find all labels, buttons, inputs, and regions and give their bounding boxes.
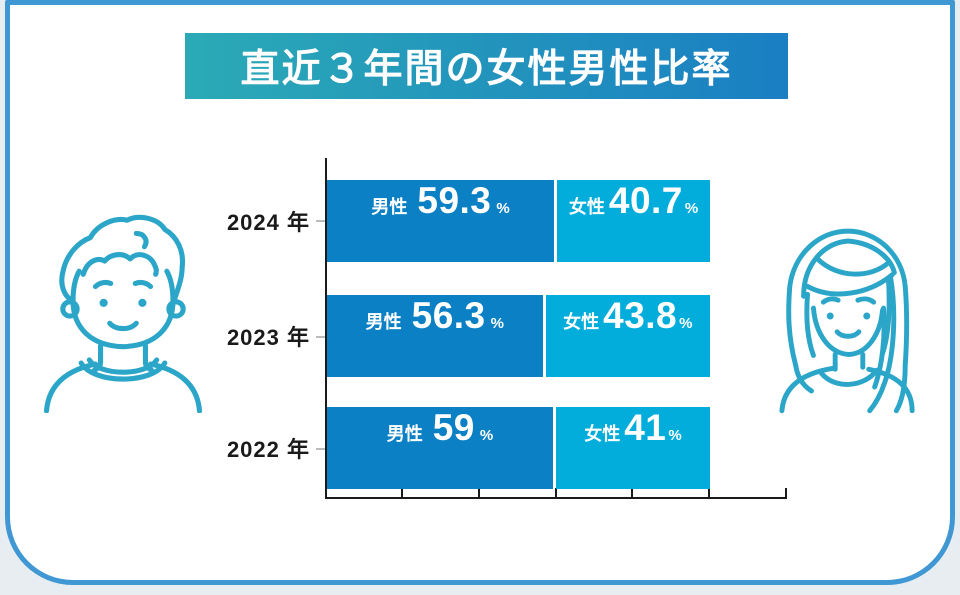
stacked-bar: 男性 59 % 女性 41 % (327, 407, 710, 489)
x-axis-tick (555, 488, 557, 497)
stacked-bar: 男性 56.3 % 女性 43.8 % (327, 295, 710, 377)
male-value: 59.3 (417, 180, 492, 221)
female-series-label: 女性 (568, 197, 605, 217)
female-bar-segment: 女性 41 % (555, 407, 710, 489)
male-series-label: 男性 (365, 312, 402, 332)
x-axis-tick (708, 488, 710, 497)
female-bar-segment: 女性 43.8 % (545, 295, 710, 377)
stacked-bar: 男性 59.3 % 女性 40.7 % (327, 180, 710, 262)
bar-row-2022: 2022 年 男性 59 % 女性 41 % (227, 407, 710, 489)
female-series-label: 女性 (584, 424, 621, 444)
percent-unit: % (668, 427, 682, 444)
y-axis-tick (316, 220, 325, 222)
infographic-card: 直近３年間の女性男性比率 (5, 0, 955, 585)
male-series-label: 男性 (371, 197, 408, 217)
male-bar-segment: 男性 59 % (327, 407, 553, 489)
y-axis-tick (316, 336, 325, 338)
x-axis-tick (401, 488, 403, 497)
page-title: 直近３年間の女性男性比率 (240, 48, 733, 91)
y-axis-line (325, 158, 327, 499)
percent-unit: % (490, 315, 504, 332)
x-axis-tick (478, 488, 480, 497)
male-value: 56.3 (411, 295, 486, 336)
x-axis-tick (785, 488, 787, 497)
percent-unit: % (496, 200, 510, 217)
female-series-label: 女性 (563, 312, 600, 332)
female-value: 43.8 (603, 295, 678, 336)
percent-unit: % (684, 200, 699, 217)
year-label: 2024 年 (226, 210, 310, 235)
x-axis-line (325, 497, 787, 499)
male-bar-segment: 男性 56.3 % (327, 295, 543, 377)
percent-unit: % (679, 315, 693, 332)
title-banner: 直近３年間の女性男性比率 (185, 33, 788, 99)
x-axis-tick (631, 488, 633, 497)
y-axis-tick (316, 448, 325, 450)
female-value: 41 (624, 407, 667, 448)
female-bar-segment: 女性 40.7 % (557, 180, 710, 262)
chart-area: 2024 年 男性 59.3 % 女性 40.7 % 2023 年 男性 (227, 158, 787, 499)
female-avatar-icon (774, 217, 922, 415)
year-label: 2023 年 (226, 325, 310, 350)
male-avatar-icon (36, 209, 210, 413)
male-series-label: 男性 (386, 424, 423, 444)
female-value: 40.7 (608, 180, 683, 221)
male-bar-segment: 男性 59.3 % (327, 180, 555, 262)
bar-row-2023: 2023 年 男性 56.3 % 女性 43.8 % (227, 295, 710, 377)
bar-row-2024: 2024 年 男性 59.3 % 女性 40.7 % (227, 180, 710, 262)
year-label: 2022 年 (226, 437, 310, 462)
male-value: 59 (432, 407, 475, 448)
percent-unit: % (479, 427, 494, 444)
